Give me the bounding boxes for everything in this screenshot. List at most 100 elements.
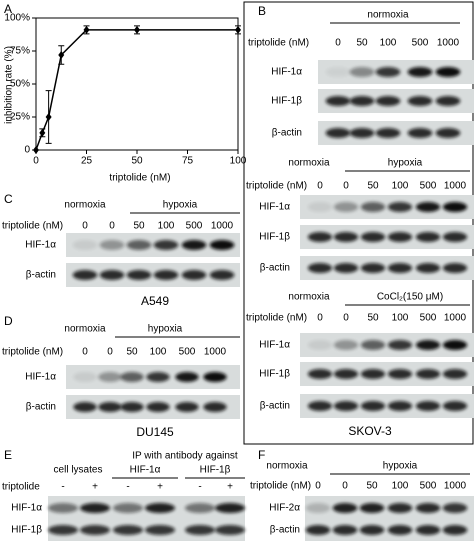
band bbox=[333, 401, 359, 411]
dose: 50 bbox=[356, 38, 368, 49]
row-label: β-actin bbox=[270, 525, 300, 536]
band bbox=[175, 402, 199, 412]
band bbox=[387, 263, 413, 273]
band bbox=[153, 270, 179, 280]
x-tick-label: 50 bbox=[131, 156, 143, 167]
row-label: HIF-1α bbox=[25, 240, 56, 251]
band bbox=[146, 372, 170, 382]
dose-label: triptolide (nM) bbox=[246, 313, 307, 324]
row-label: β-actin bbox=[26, 402, 56, 413]
row-label: HIF-2α bbox=[269, 503, 300, 514]
panel-frame bbox=[243, 1, 474, 445]
band bbox=[214, 525, 246, 535]
band bbox=[99, 240, 125, 250]
band bbox=[415, 232, 441, 242]
band bbox=[181, 240, 207, 250]
dose: 1000 bbox=[444, 181, 467, 192]
row-label: HIF-1α bbox=[25, 372, 56, 383]
band bbox=[387, 232, 413, 242]
data-point bbox=[58, 50, 65, 59]
band bbox=[375, 67, 401, 77]
dose: 500 bbox=[412, 38, 429, 49]
data-line bbox=[35, 29, 238, 151]
band bbox=[349, 128, 375, 138]
band bbox=[415, 503, 441, 513]
band bbox=[184, 503, 216, 513]
dose: 1000 bbox=[211, 221, 234, 232]
plot-frame bbox=[35, 17, 239, 151]
band bbox=[333, 340, 359, 350]
row-label: HIF-1α bbox=[259, 340, 290, 351]
band bbox=[349, 96, 375, 106]
panel-label: F bbox=[258, 448, 265, 462]
condition-label: HIF-1β bbox=[200, 465, 231, 476]
dose: 50 bbox=[366, 481, 378, 492]
band bbox=[98, 402, 122, 412]
band bbox=[407, 96, 433, 106]
dose: 0 bbox=[315, 481, 321, 492]
dose-label: triptolide (nM) bbox=[246, 181, 307, 192]
band bbox=[175, 372, 199, 382]
row-label: HIF-1α bbox=[259, 202, 290, 213]
panel-label: E bbox=[4, 448, 12, 462]
band bbox=[375, 96, 401, 106]
condition-label: normoxia bbox=[367, 10, 409, 21]
dose-label: triptolide (nM) bbox=[248, 38, 309, 49]
dose-label: triptolide (nM) bbox=[2, 347, 63, 358]
cell-line: A549 bbox=[141, 294, 169, 308]
row-label: β-actin bbox=[26, 270, 56, 281]
row-label: β-actin bbox=[272, 128, 302, 139]
y-axis-title: inhibition rate (%) bbox=[4, 46, 15, 124]
dose: 100 bbox=[158, 221, 175, 232]
band bbox=[146, 402, 170, 412]
band bbox=[79, 503, 111, 513]
dose: 50 bbox=[367, 313, 379, 324]
row-label: HIF-1β bbox=[11, 525, 42, 536]
dose: 1000 bbox=[444, 481, 467, 492]
band bbox=[359, 503, 385, 513]
dose: 50 bbox=[367, 181, 379, 192]
condition-label: normoxia bbox=[288, 158, 330, 169]
band bbox=[333, 263, 359, 273]
row-label: β-actin bbox=[260, 263, 290, 274]
dose: 500 bbox=[420, 181, 437, 192]
dose: - bbox=[61, 482, 64, 493]
condition-label: normoxia bbox=[266, 461, 308, 472]
condition-label: hypoxia bbox=[388, 158, 423, 169]
band bbox=[360, 340, 386, 350]
band bbox=[120, 372, 144, 382]
band bbox=[153, 240, 179, 250]
x-tick-label: 100 bbox=[230, 156, 247, 167]
band bbox=[359, 525, 385, 535]
dose-label: triptolide (nM) bbox=[250, 481, 311, 492]
dose: 500 bbox=[179, 347, 196, 358]
band bbox=[435, 67, 461, 77]
data-point bbox=[45, 113, 52, 121]
dose: 0 bbox=[82, 347, 88, 358]
band bbox=[415, 369, 441, 379]
panel-label: A bbox=[4, 2, 12, 16]
band bbox=[360, 369, 386, 379]
y-tick-label: 100% bbox=[4, 13, 30, 24]
band bbox=[305, 503, 331, 513]
band bbox=[305, 525, 331, 535]
band bbox=[360, 401, 386, 411]
band bbox=[325, 96, 351, 106]
ip-header: IP with antibody against bbox=[132, 451, 238, 462]
dose: 0 bbox=[109, 221, 115, 232]
dose: 0 bbox=[342, 481, 348, 492]
dose: + bbox=[227, 482, 233, 493]
band bbox=[112, 525, 144, 535]
band bbox=[72, 270, 98, 280]
dose: - bbox=[126, 482, 129, 493]
x-tick-label: 25 bbox=[81, 156, 93, 167]
y-tick-label: 0 bbox=[24, 145, 30, 156]
dose: 50 bbox=[133, 221, 145, 232]
band bbox=[407, 67, 433, 77]
condition-label: hypoxia bbox=[383, 461, 418, 472]
band bbox=[307, 202, 333, 212]
dose: 0 bbox=[343, 313, 349, 324]
band bbox=[332, 503, 358, 513]
dose: + bbox=[157, 482, 163, 493]
panel-label: D bbox=[4, 314, 13, 328]
